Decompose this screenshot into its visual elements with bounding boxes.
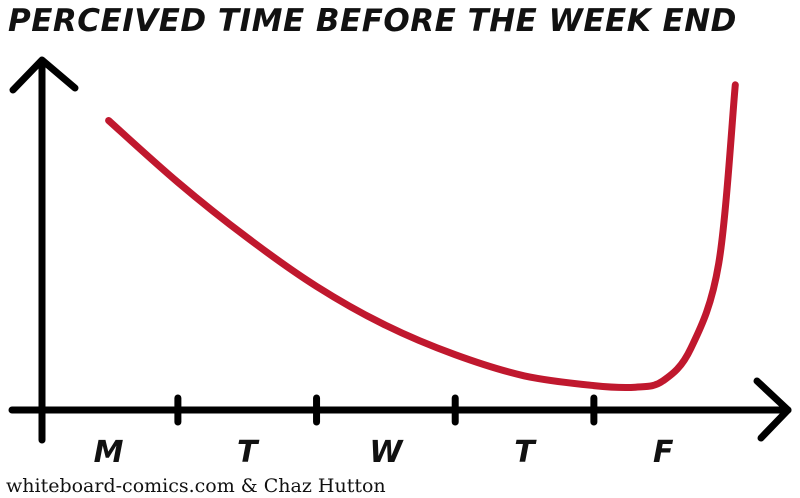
x-tick-label-0: M	[94, 435, 124, 470]
x-axis-arrowhead	[753, 377, 792, 442]
credit-text: whiteboard-comics.com & Chaz Hutton	[6, 475, 386, 497]
x-ticks	[174, 394, 598, 426]
axes	[8, 56, 792, 444]
series-line-perceived-time	[105, 81, 739, 392]
chart-title: PERCEIVED TIME BEFORE THE WEEK END	[8, 3, 737, 39]
y-axis-arrowhead	[9, 56, 79, 94]
x-tick-label-3: T	[514, 435, 537, 470]
x-tick-label-1: T	[237, 435, 260, 470]
x-tick-label-4: F	[653, 435, 674, 470]
x-tick-label-2: W	[369, 435, 404, 470]
